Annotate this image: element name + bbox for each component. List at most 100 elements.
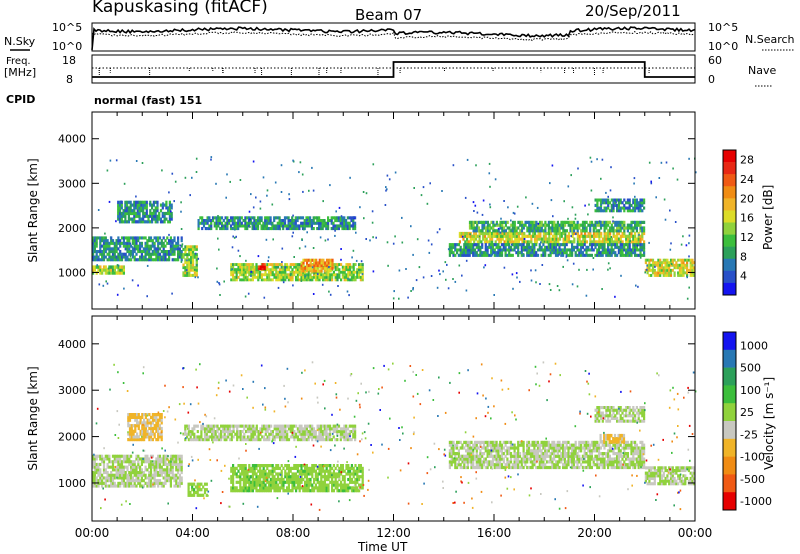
velocity-cell xyxy=(130,471,133,475)
power-cell xyxy=(603,240,606,244)
power-noise-cell xyxy=(488,162,491,165)
power-cell xyxy=(625,240,628,244)
power-cell xyxy=(643,220,646,224)
power-cell xyxy=(267,227,270,231)
power-cell xyxy=(619,248,622,252)
power-cell xyxy=(601,243,604,247)
velocity-cell xyxy=(273,477,276,482)
power-cell xyxy=(273,265,276,269)
velocity-cell xyxy=(246,486,249,490)
power-cell xyxy=(92,236,95,240)
power-cell xyxy=(248,265,251,269)
power-cell xyxy=(632,226,635,230)
power-cell xyxy=(533,251,536,255)
power-cell xyxy=(95,255,98,259)
power-cell xyxy=(648,268,651,272)
power-cell xyxy=(628,201,631,205)
power-noise-cell xyxy=(131,246,134,249)
power-cell xyxy=(668,263,671,267)
velocity-cell xyxy=(146,476,149,480)
velocity-cell xyxy=(244,464,247,468)
power-cell xyxy=(651,258,655,262)
power-cell xyxy=(573,240,576,244)
power-noise-cell xyxy=(106,282,109,285)
power-cell xyxy=(452,253,455,257)
power-noise-cell xyxy=(462,235,464,238)
velocity-cell xyxy=(218,438,221,442)
power-cell xyxy=(607,223,610,227)
velocity-cell xyxy=(230,477,233,482)
power-noise-cell xyxy=(328,266,330,269)
power-cell xyxy=(265,219,269,223)
velocity-cell xyxy=(266,438,269,442)
velocity-cell xyxy=(243,424,246,428)
power-cell xyxy=(648,258,651,262)
power-cell xyxy=(152,203,155,207)
power-cell xyxy=(601,198,604,202)
velocity-cell xyxy=(253,430,257,434)
power-cell xyxy=(507,240,510,244)
power-cell xyxy=(471,237,474,241)
power-cell xyxy=(522,245,525,249)
power-cell xyxy=(186,271,189,275)
power-cell xyxy=(481,229,484,233)
power-cell xyxy=(244,278,247,282)
power-cell xyxy=(348,221,351,225)
y-tick-label: 3000 xyxy=(58,177,86,190)
power-cell xyxy=(558,229,561,233)
velocity-cell xyxy=(164,460,167,464)
velocity-cell xyxy=(251,477,254,482)
power-cell xyxy=(525,234,528,238)
power-cell xyxy=(621,245,624,249)
velocity-cell xyxy=(120,481,124,485)
velocity-cell xyxy=(309,427,312,431)
velocity-cell xyxy=(162,462,165,466)
power-cell xyxy=(155,252,158,256)
power-cell xyxy=(485,240,488,244)
velocity-cell xyxy=(269,472,272,476)
power-cell xyxy=(514,231,517,236)
power-cell xyxy=(232,270,235,274)
power-cell xyxy=(122,241,125,245)
power-noise-cell xyxy=(292,284,294,287)
power-noise-cell xyxy=(232,235,234,238)
power-cell xyxy=(158,241,162,245)
power-noise-cell xyxy=(235,235,237,238)
velocity-cell xyxy=(128,432,132,436)
power-cell xyxy=(269,227,272,231)
velocity-cell xyxy=(318,464,321,468)
power-noise-cell xyxy=(217,237,219,240)
power-cell xyxy=(95,241,98,245)
power-cell xyxy=(481,245,484,249)
power-cell xyxy=(199,216,202,220)
velocity-cell xyxy=(264,469,267,473)
velocity-cell xyxy=(329,435,332,439)
power-cell xyxy=(589,223,592,227)
velocity-cell xyxy=(322,489,325,493)
velocity-cell xyxy=(332,480,335,484)
velocity-cell xyxy=(139,415,142,419)
power-cell xyxy=(345,278,348,282)
velocity-cell xyxy=(336,486,339,490)
velocity-cell xyxy=(205,432,208,436)
velocity-cell xyxy=(295,424,298,428)
velocity-cell xyxy=(244,489,247,493)
power-cell xyxy=(122,239,125,243)
power-cell xyxy=(325,258,329,262)
power-cell xyxy=(246,216,249,220)
velocity-cell xyxy=(171,465,174,469)
power-cell xyxy=(286,268,289,272)
velocity-cell xyxy=(155,424,158,428)
power-cell xyxy=(659,271,662,275)
power-cell xyxy=(596,248,599,252)
velocity-cell xyxy=(327,489,330,493)
velocity-cell xyxy=(325,483,328,487)
power-cell xyxy=(594,203,597,207)
power-cell xyxy=(601,201,604,205)
power-noise-cell xyxy=(282,281,285,284)
velocity-cell xyxy=(311,469,314,473)
velocity-cell xyxy=(269,489,272,493)
power-cell xyxy=(287,219,290,223)
velocity-cell xyxy=(135,465,138,469)
power-noise-cell xyxy=(503,200,505,202)
